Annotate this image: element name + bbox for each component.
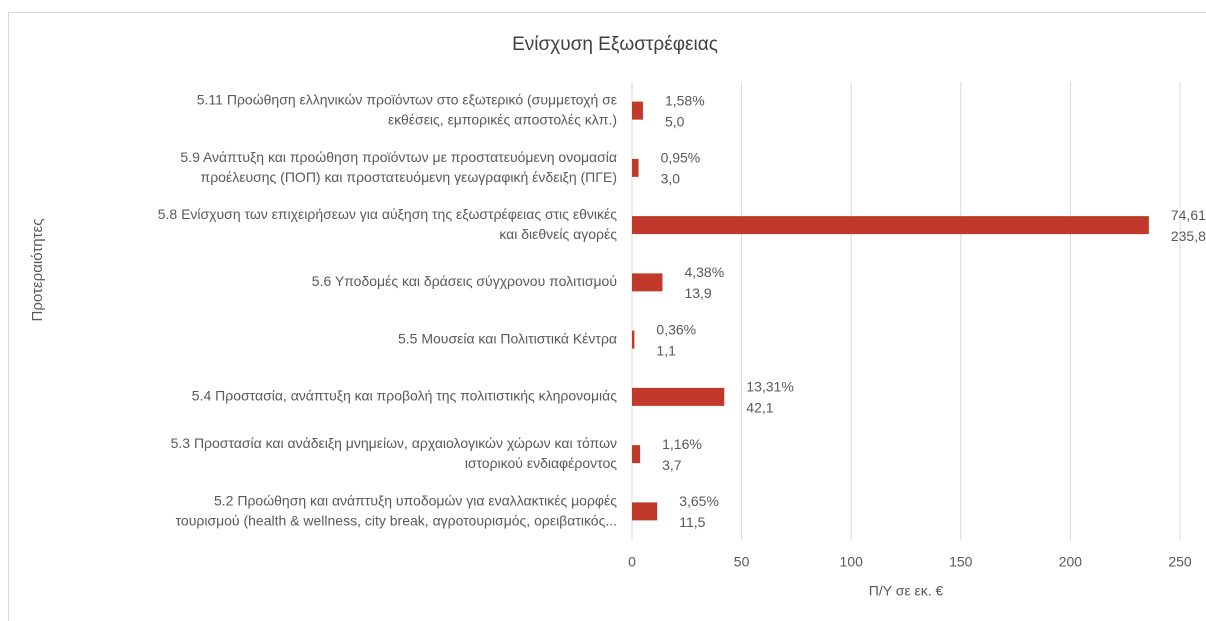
y-tick-label: 5.9 Ανάπτυξη και προώθηση προϊόντων με π… xyxy=(180,149,617,185)
value-label: 1,1 xyxy=(656,342,676,358)
share-label: 3,65% xyxy=(679,493,719,509)
value-label: 3,7 xyxy=(662,457,682,473)
value-label: 13,9 xyxy=(684,285,711,301)
y-tick-label: 5.8 Ενίσχυση των επιχειρήσεων για αύξηση… xyxy=(158,206,618,242)
share-label: 74,61% xyxy=(1171,207,1206,223)
value-label: 5,0 xyxy=(665,113,685,129)
value-label: 11,5 xyxy=(679,514,705,530)
share-label: 1,16% xyxy=(662,436,702,452)
y-tick-label: 5.5 Μουσεία και Πολιτιστικά Κέντρα xyxy=(398,330,617,346)
y-axis-label: Προτεραιότητες xyxy=(29,219,46,322)
chart-title: Ενίσχυση Εξωστρέφειας xyxy=(512,34,718,55)
bar xyxy=(632,445,641,464)
share-label: 4,38% xyxy=(684,264,724,280)
x-tick-label: 150 xyxy=(949,554,973,570)
share-label: 0,95% xyxy=(661,150,701,166)
bar xyxy=(632,502,658,521)
x-tick-label: 50 xyxy=(734,554,750,570)
bar xyxy=(632,330,635,349)
x-tick-label: 250 xyxy=(1168,554,1192,570)
bar xyxy=(632,273,663,292)
y-tick-label: 5.6 Υποδομές και δράσεις σύγχρονου πολιτ… xyxy=(312,273,617,289)
x-tick-label: 200 xyxy=(1059,554,1083,570)
bar xyxy=(632,101,643,120)
value-label: 42,1 xyxy=(746,400,773,416)
value-label: 235,8 xyxy=(1171,228,1206,244)
y-tick-label: 5.2 Προώθηση και ανάπτυξη υποδομών για ε… xyxy=(176,492,618,528)
share-label: 13,31% xyxy=(746,379,793,395)
x-axis-label: Π/Υ σε εκ. € xyxy=(869,583,944,599)
value-label: 3,0 xyxy=(661,171,681,187)
share-label: 0,36% xyxy=(656,321,696,337)
share-label: 1,58% xyxy=(665,92,705,108)
y-tick-label: 5.11 Προώθηση ελληνικών προϊόντων στο εξ… xyxy=(197,91,617,127)
x-tick-label: 0 xyxy=(628,554,636,570)
bar xyxy=(632,387,725,406)
x-tick-label: 100 xyxy=(840,554,864,570)
y-tick-label: 5.4 Προστασία, ανάπτυξη και προβολή της … xyxy=(192,388,617,404)
y-tick-label: 5.3 Προστασία και ανάδειξη μνημείων, αρχ… xyxy=(171,435,618,471)
bar xyxy=(632,158,639,177)
bar xyxy=(632,216,1149,235)
